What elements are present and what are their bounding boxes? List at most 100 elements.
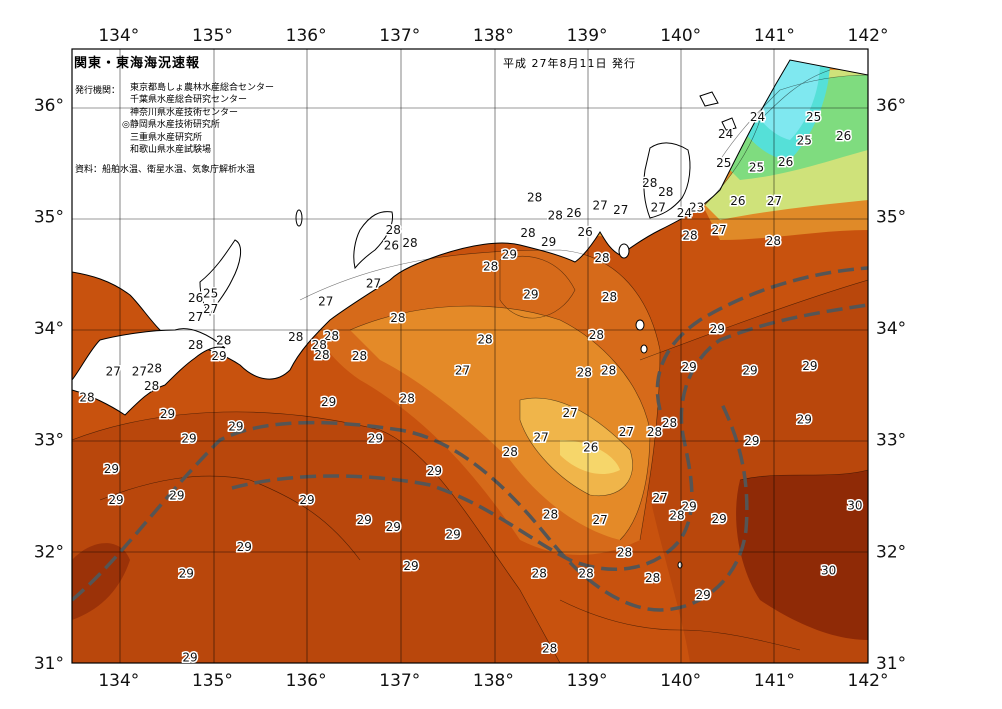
isotherm-value-label: 28 <box>312 338 327 352</box>
data-source: 資料：船舶水温、衛星水温、気象庁解析水温 <box>75 165 256 175</box>
isotherm-value-label: 28 <box>147 361 162 375</box>
longitude-label: 138° <box>473 26 514 46</box>
isotherm-value-label: 27 <box>613 203 628 217</box>
isotherm-value-label: 26 <box>566 206 581 220</box>
isotherm-value-label: 27 <box>619 425 634 439</box>
isotherm-value-label: 29 <box>681 360 696 374</box>
latitude-labels-right: 36° 35° 34° 33° 32° 31° <box>876 96 906 674</box>
isotherm-value-label: 29 <box>696 588 711 602</box>
isotherm-value-label: 29 <box>228 419 243 433</box>
issuer-item: 千葉県水産総合研究センター <box>130 95 248 106</box>
isotherm-value-label: 28 <box>662 416 677 430</box>
latitude-label: 33° <box>876 431 906 451</box>
latitude-label: 31° <box>34 654 64 674</box>
isotherm-value-label: 28 <box>602 290 617 304</box>
longitude-label: 137° <box>379 671 420 691</box>
isotherm-value-label: 29 <box>321 395 336 409</box>
longitude-label: 136° <box>286 26 327 46</box>
isotherm-value-label: 29 <box>802 359 817 373</box>
longitude-label: 142° <box>848 26 889 46</box>
longitude-label: 136° <box>286 671 327 691</box>
isotherm-value-label: 28 <box>314 348 329 362</box>
isotherm-value-label: 30 <box>821 563 836 577</box>
isotherm-value-label: 29 <box>681 500 696 514</box>
isotherm-value-label: 28 <box>645 571 660 585</box>
isotherm-value-label: 29 <box>237 540 252 554</box>
isotherm-value-label: 27 <box>652 491 667 505</box>
kuroshio-axis <box>72 266 868 612</box>
isotherm-value-label: 29 <box>160 407 175 421</box>
isotherm-value-label: 28 <box>390 311 405 325</box>
isotherm-value-label: 27 <box>563 406 578 420</box>
isotherm-value-label: 28 <box>477 332 492 346</box>
longitude-label: 135° <box>192 671 233 691</box>
isotherm-value-label: 27 <box>534 430 549 444</box>
isotherm-value-label: 29 <box>108 493 123 507</box>
latitude-label: 34° <box>34 319 64 339</box>
isotherm-value-label: 28 <box>642 176 657 190</box>
isotherm-value-label: 28 <box>658 185 673 199</box>
land <box>72 49 868 569</box>
isotherm-value-label: 26 <box>578 225 593 239</box>
longitude-labels-bottom: 134° 135° 136° 137° 138° 139° 140° 141° 142° <box>98 671 888 691</box>
longitude-label: 138° <box>473 671 514 691</box>
latitude-label: 34° <box>876 319 906 339</box>
isotherm-value-label: 28 <box>386 223 401 237</box>
issuer-item: ◎静岡県水産技術研究所 <box>122 120 220 131</box>
isotherm-value-label: 28 <box>532 567 547 581</box>
isotherm-value-label: 29 <box>386 520 401 534</box>
latitude-label: 32° <box>34 542 64 562</box>
map-title: 関東・東海海況速報 <box>74 56 201 71</box>
latitude-label: 31° <box>876 654 906 674</box>
latitude-label: 36° <box>34 96 64 116</box>
latitude-label: 33° <box>34 431 64 451</box>
isotherm-value-label: 28 <box>400 391 415 405</box>
isotherm-value-label: 27 <box>106 365 121 379</box>
isotherm-value-label: 28 <box>402 236 417 250</box>
isotherm-value-label: 28 <box>79 390 94 404</box>
longitude-label: 142° <box>848 671 889 691</box>
isotherm-value-label: 30 <box>847 499 862 513</box>
isotherm-value-label: 25 <box>797 134 812 148</box>
longitude-label: 137° <box>379 26 420 46</box>
isotherm-value-label: 27 <box>366 276 381 290</box>
isotherm-value-label: 24 <box>750 110 765 124</box>
isotherm-value-label: 29 <box>182 650 197 664</box>
isotherm-value-label: 29 <box>104 462 119 476</box>
isotherm-value-label: 28 <box>188 338 203 352</box>
isotherm-value-label: 28 <box>578 567 593 581</box>
isotherm-value-label: 29 <box>169 489 184 503</box>
latitude-label: 35° <box>34 207 64 227</box>
isotherm-value-label: 28 <box>144 379 159 393</box>
isotherm-value-label: 27 <box>711 223 726 237</box>
isotherm-value-label: 29 <box>742 364 757 378</box>
isotherm-value-label: 26 <box>583 441 598 455</box>
isotherm-value-label: 28 <box>548 208 563 222</box>
isotherm-value-label: 28 <box>520 226 535 240</box>
isotherm-value-label: 26 <box>188 291 203 305</box>
isotherm-value-label: 28 <box>601 364 616 378</box>
isotherm-value-label: 28 <box>577 366 592 380</box>
isotherm-value-label: 28 <box>669 509 684 523</box>
issuer-item: 三重県水産研究所 <box>130 132 203 143</box>
isotherm-value-label: 28 <box>617 545 632 559</box>
isotherm-value-label: 29 <box>403 559 418 573</box>
isotherm-value-label: 29 <box>711 512 726 526</box>
isotherm-value-label: 28 <box>288 330 303 344</box>
isotherm-value-label: 28 <box>647 425 662 439</box>
latitude-label: 36° <box>876 96 906 116</box>
graticule <box>72 49 868 663</box>
isotherm-value-label: 26 <box>836 129 851 143</box>
isotherm-value-label: 24 <box>718 127 733 141</box>
isotherm-contours <box>72 69 868 663</box>
latitude-label: 35° <box>876 207 906 227</box>
isotherm-value-label: 27 <box>651 201 666 215</box>
longitude-label: 141° <box>754 26 795 46</box>
longitude-labels-top: 134° 135° 136° 137° 138° 139° 140° 141° 142° <box>98 26 888 46</box>
isotherm-value-label: 28 <box>682 228 697 242</box>
issuer-list: 東京都島しょ農林水産総合センター 千葉県水産総合研究センター 神奈川県水産技術セ… <box>122 82 274 156</box>
isotherm-value-label: 28 <box>766 234 781 248</box>
isotherm-value-label: 27 <box>767 194 782 208</box>
issuer-label: 発行機関： <box>75 86 121 96</box>
